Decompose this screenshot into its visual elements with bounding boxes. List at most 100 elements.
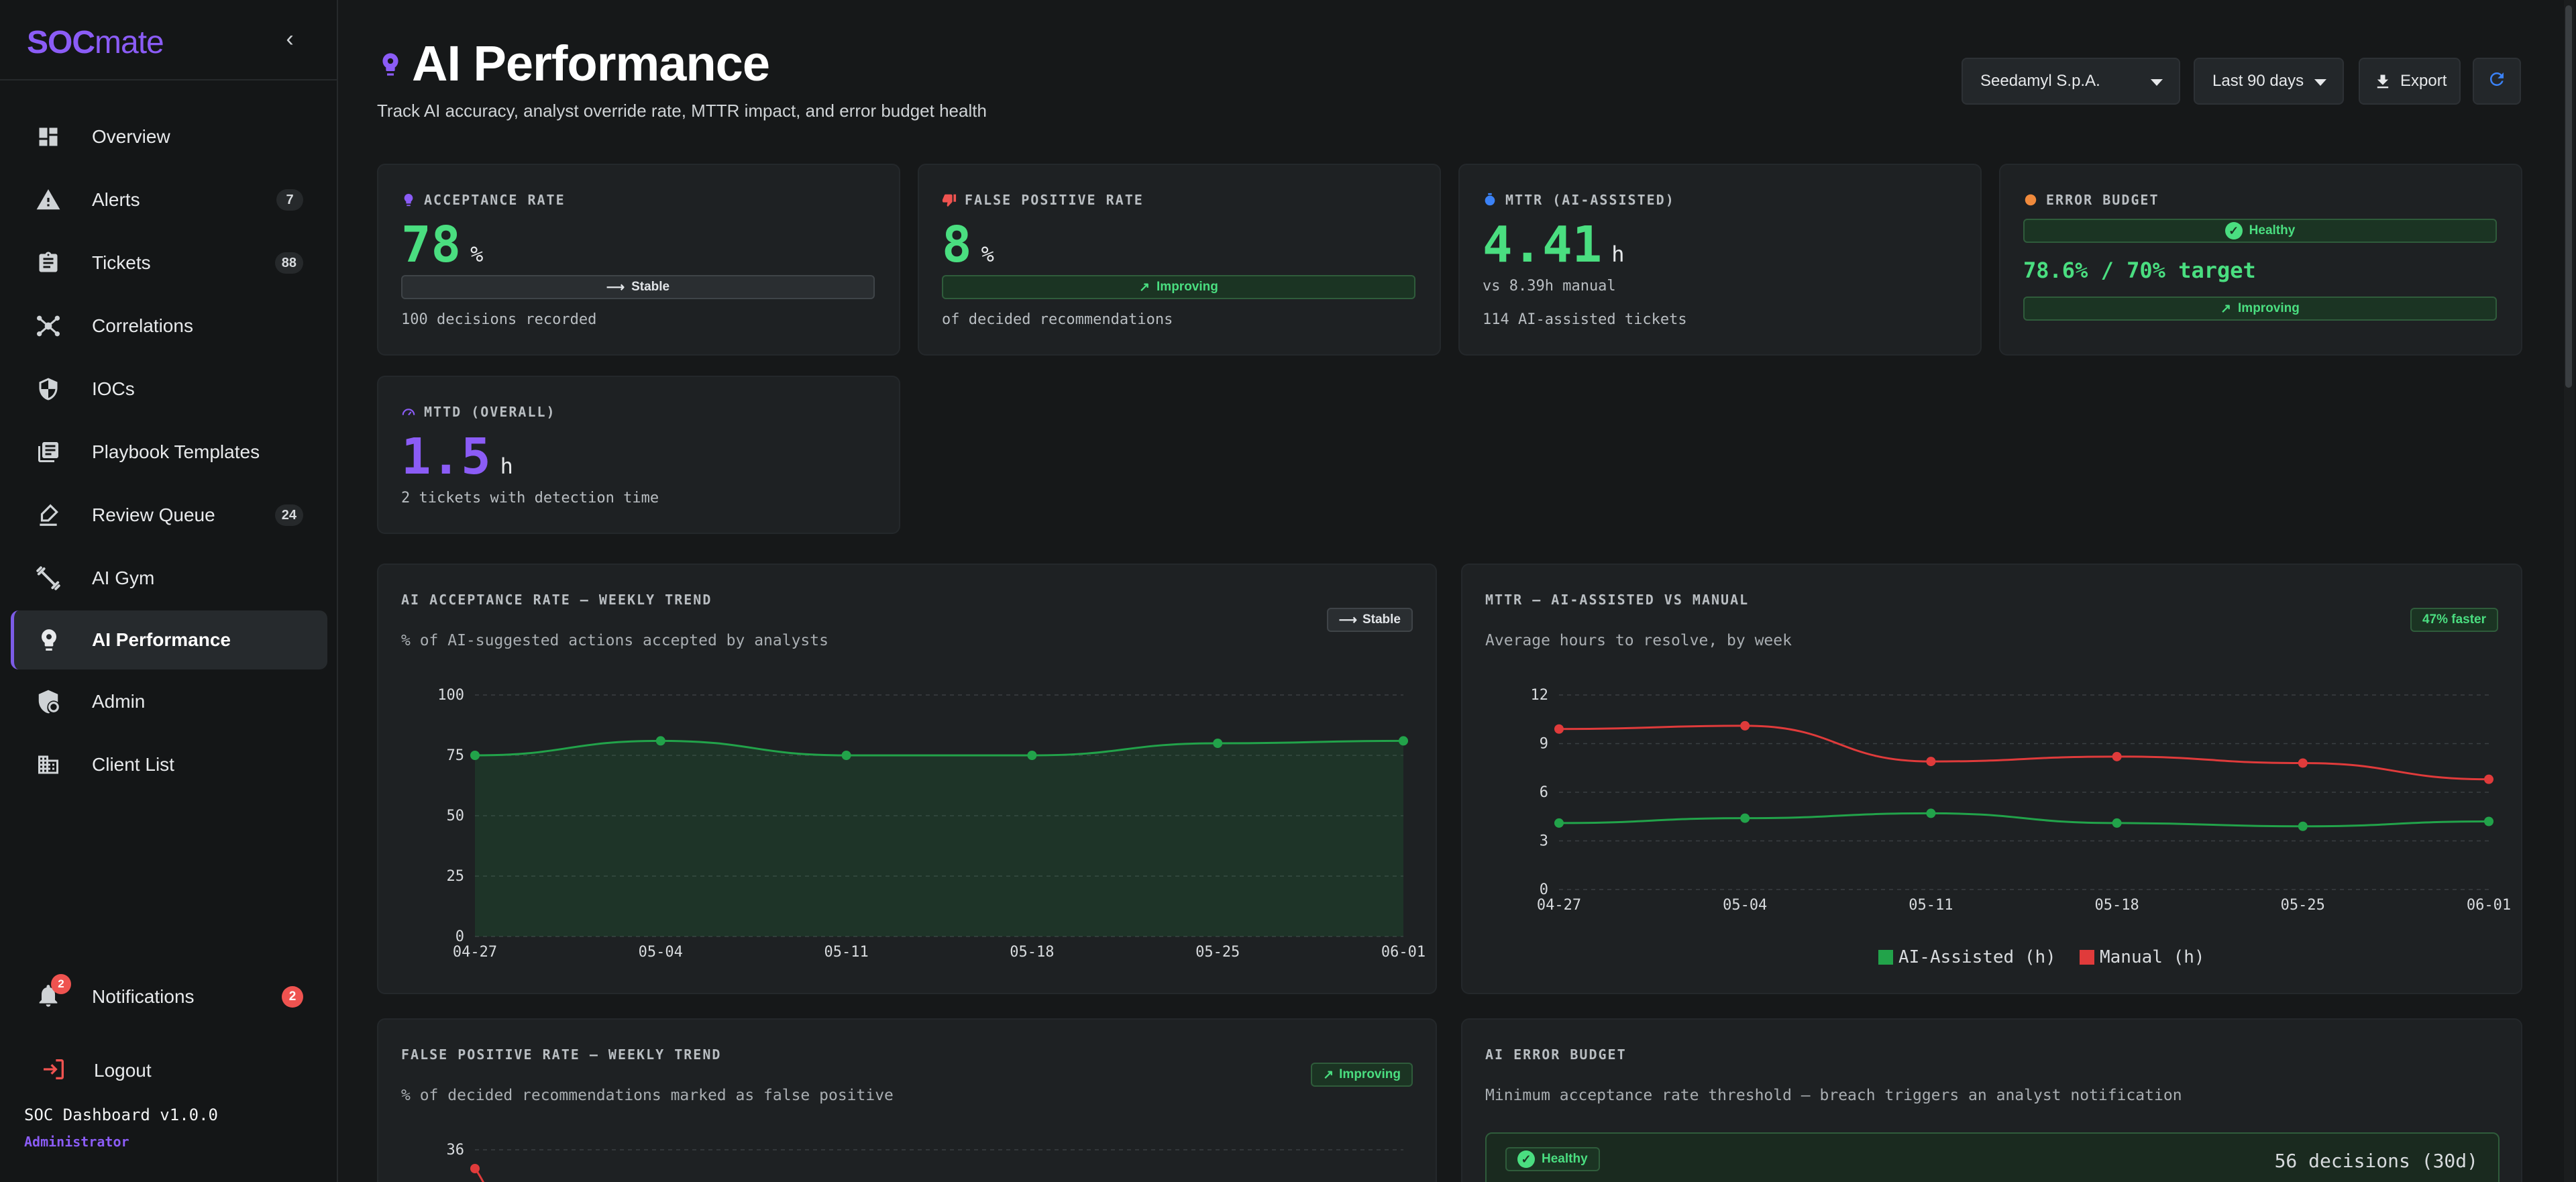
mttr-trend-card: MTTR — AI-ASSISTED VS MANUAL Average hou… (1461, 563, 2522, 994)
logo-soc: SOC (27, 24, 95, 60)
y-tick-label: 0 (1540, 881, 1548, 898)
data-point (470, 1164, 480, 1173)
date-range-select[interactable]: Last 90 days (2194, 58, 2344, 105)
legend-swatch (1878, 950, 1893, 965)
sidebar-item-client-list[interactable]: Client List (11, 735, 327, 794)
sidebar-item-tickets[interactable]: Tickets 88 (11, 233, 327, 292)
acceptance-trend-card: AI ACCEPTANCE RATE — WEEKLY TREND % of A… (377, 563, 1437, 994)
kpi-footnote: 2 tickets with detection time (401, 490, 659, 506)
sidebar-item-label: Alerts (92, 189, 140, 210)
acceptance-rate-value: 78 % (401, 216, 483, 274)
trend-badge-label: Improving (1157, 280, 1218, 294)
data-point (1926, 808, 1936, 818)
error-budget-value: 78.6% / 70% target (2023, 258, 2256, 283)
series-line (1558, 812, 2489, 828)
refresh-button[interactable] (2473, 58, 2521, 105)
healthy-badge-label: Healthy (2249, 223, 2296, 237)
trend-badge: ↗ Improving (1311, 1063, 1413, 1087)
user-role: Administrator (24, 1134, 129, 1150)
data-point (655, 736, 665, 746)
trending-up-icon: ↗ (2220, 301, 2232, 316)
y-tick-label: 25 (447, 868, 465, 885)
page-subtitle: Track AI accuracy, analyst override rate… (377, 101, 987, 121)
data-point (1740, 813, 1750, 823)
clipboard-icon (35, 250, 62, 276)
tickets-count-badge: 88 (274, 252, 303, 274)
series-area (475, 741, 1403, 936)
sidebar-item-label: AI Gym (92, 568, 155, 588)
mttr-chart: 0 3 6 9 12 04-27 05-04 05-11 05-18 05-25 06-01 AI-A… (1531, 687, 2512, 967)
trend-badge-label: Stable (631, 280, 670, 294)
client-select[interactable]: Seedamyl S.p.A. (1962, 58, 2180, 105)
chart-title: AI ERROR BUDGET (1485, 1046, 1627, 1063)
kpi-unit: h (1611, 241, 1625, 267)
acceptance-chart: 0 25 50 75 100 04-27 05-04 05-11 05-18 05-25 06-01 (437, 687, 1426, 961)
sidebar-item-ai-performance[interactable]: AI Performance (11, 610, 327, 669)
false-positive-rate-card: FALSE POSITIVE RATE 8 % ↗ Improving of d… (918, 164, 1441, 356)
admin-shield-icon (35, 688, 62, 715)
chart-title: FALSE POSITIVE RATE — WEEKLY TREND (401, 1046, 722, 1063)
chart-title: AI ACCEPTANCE RATE — WEEKLY TREND (401, 592, 712, 608)
chart-subtitle: Average hours to resolve, by week (1485, 632, 1792, 649)
false-positive-value: 8 % (942, 216, 994, 274)
x-tick-label: 04-27 (1537, 897, 1581, 914)
logout-button[interactable]: Logout (40, 1053, 152, 1088)
notifications-button[interactable]: 2 Notifications 2 (11, 967, 327, 1026)
mttr-ai-assisted-card: MTTR (AI-ASSISTED) 4.41 h vs 8.39h manua… (1458, 164, 1982, 356)
sidebar-item-correlations[interactable]: Correlations (11, 297, 327, 356)
chevron-down-icon (2314, 79, 2326, 86)
acceptance-rate-card: ACCEPTANCE RATE 78 % ⟶ Stable 100 decisi… (377, 164, 900, 356)
data-point (470, 751, 480, 760)
data-point (2484, 816, 2493, 826)
review-stamp-icon (35, 502, 62, 529)
collapse-sidebar-icon[interactable]: ‹ (286, 25, 294, 52)
warning-icon (35, 186, 62, 213)
sidebar-item-alerts[interactable]: Alerts 7 (11, 170, 327, 229)
sidebar-item-ai-gym[interactable]: AI Gym (11, 549, 327, 608)
kpi-number: 8 (942, 216, 972, 274)
export-button[interactable]: Export (2359, 58, 2461, 105)
x-tick-label: 06-01 (1381, 944, 1426, 961)
data-point (2298, 758, 2308, 768)
trend-badge: ⟶ Stable (1326, 608, 1413, 632)
kpi-label-text: ERROR BUDGET (2046, 192, 2159, 208)
sidebar-item-iocs[interactable]: IOCs (11, 360, 327, 419)
sidebar-item-admin[interactable]: Admin (11, 672, 327, 731)
mttd-card: MTTD (OVERALL) 1.5 h 2 tickets with dete… (377, 376, 900, 534)
shield-icon (35, 376, 62, 402)
sidebar-item-playbook-templates[interactable]: Playbook Templates (11, 423, 327, 482)
legend-swatch (2080, 950, 2094, 965)
data-point (1027, 751, 1037, 760)
brain-icon (401, 193, 416, 207)
x-tick-label: 05-18 (1010, 944, 1054, 961)
kpi-footnote: 100 decisions recorded (401, 311, 597, 328)
thumbs-down-icon (942, 193, 957, 207)
mttd-value: 1.5 h (401, 428, 513, 486)
speedometer-icon (401, 405, 416, 419)
error-budget-card: ERROR BUDGET ✓ Healthy 78.6% / 70% targe… (1999, 164, 2522, 356)
trend-badge: ⟶ Stable (401, 275, 875, 299)
error-budget-label: ERROR BUDGET (2023, 192, 2159, 208)
kpi-label-text: ACCEPTANCE RATE (424, 192, 566, 208)
x-tick-label: 05-25 (2281, 897, 2325, 914)
sidebar-item-review-queue[interactable]: Review Queue 24 (11, 486, 327, 545)
page-scrollbar[interactable] (2564, 0, 2575, 1182)
x-tick-label: 06-01 (2467, 897, 2511, 914)
arrow-right-icon: ⟶ (1338, 612, 1357, 627)
brain-icon (36, 627, 62, 653)
x-tick-label: 04-27 (453, 944, 497, 961)
healthy-badge: ✓ Healthy (2023, 219, 2497, 243)
mttd-label: MTTD (OVERALL) (401, 404, 556, 420)
y-tick-label: 100 (437, 687, 464, 704)
app-logo[interactable]: SOC mate (27, 19, 164, 66)
notifications-count-badge: 2 (282, 986, 303, 1008)
trend-badge: ↗ Improving (2023, 297, 2497, 321)
sidebar-item-overview[interactable]: Overview (11, 107, 327, 166)
data-point (841, 751, 851, 760)
data-point (2112, 751, 2122, 761)
scrollbar-thumb[interactable] (2565, 5, 2572, 388)
mttr-comparison: vs 8.39h manual (1483, 278, 1616, 294)
download-icon (2373, 72, 2392, 96)
x-tick-label: 05-11 (824, 944, 868, 961)
library-icon (35, 439, 62, 466)
